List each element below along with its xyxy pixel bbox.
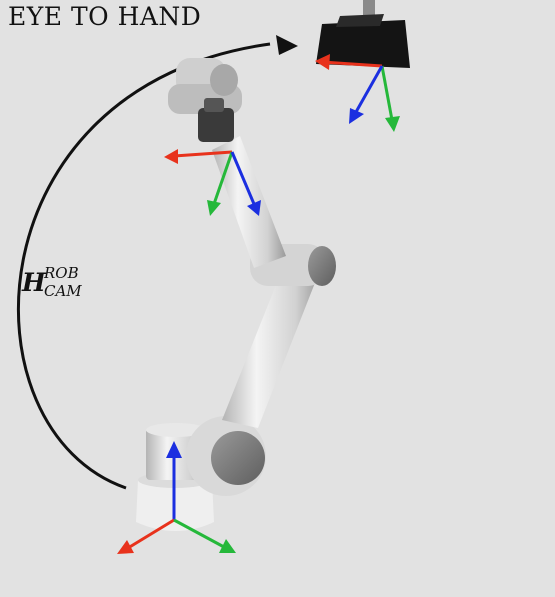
transform-scripts: ROB CAM xyxy=(44,264,82,300)
transform-symbol: H xyxy=(22,268,46,297)
camera-z-axis xyxy=(354,65,384,113)
base-x-axis xyxy=(127,518,175,550)
base-y-axis xyxy=(173,518,225,549)
transform-subscript: CAM xyxy=(44,282,82,300)
transform-arc xyxy=(16,35,298,490)
upper-arm-link xyxy=(212,136,286,268)
gripper xyxy=(198,108,234,142)
transform-superscript: ROB xyxy=(44,264,79,282)
diagram-title: EYE TO HAND xyxy=(8,2,202,31)
camera xyxy=(316,0,410,68)
base-frame xyxy=(117,441,236,554)
elbow-cap xyxy=(308,246,336,286)
gripper-frame xyxy=(164,149,261,216)
camera-mount xyxy=(336,14,384,27)
gripper-z-axis xyxy=(230,151,256,205)
camera-x-axis xyxy=(321,60,383,68)
shoulder-cap xyxy=(211,431,265,485)
arc-arrowhead xyxy=(276,35,298,55)
gripper-x-axis xyxy=(173,150,233,158)
camera-frame xyxy=(315,54,400,132)
robot-arm xyxy=(136,58,336,531)
transform-label: H ROB CAM xyxy=(22,264,82,300)
gripper-y-axis xyxy=(212,151,234,205)
camera-body xyxy=(316,20,410,68)
lower-arm-link xyxy=(222,260,320,428)
camera-y-axis xyxy=(380,65,394,121)
